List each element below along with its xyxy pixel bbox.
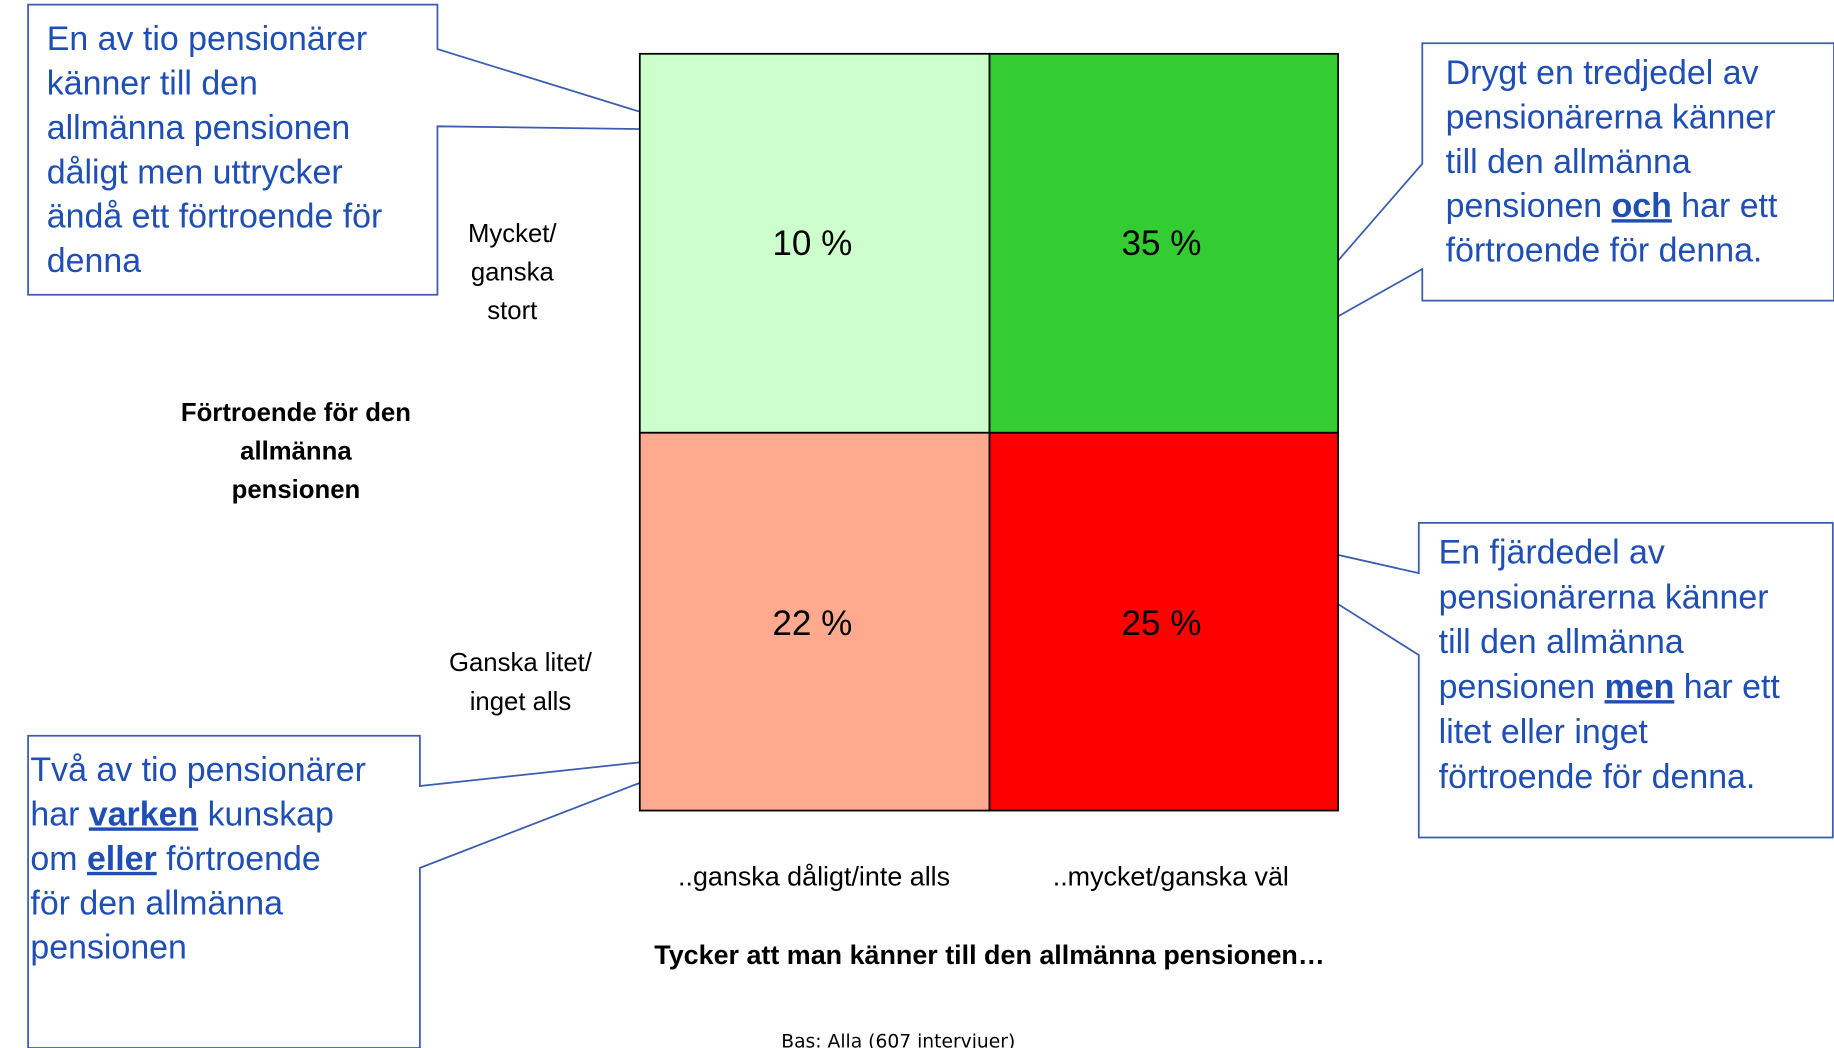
callout-text: om eller förtroende: [30, 840, 320, 878]
callout-segment: känner till den: [47, 64, 258, 102]
y-axis-title: allmänna: [240, 437, 352, 465]
value-label: 10 %: [772, 224, 852, 263]
value-label: 22 %: [772, 604, 852, 643]
row-label: Mycket/: [468, 220, 557, 248]
callout-text: pensionärerna känner: [1439, 578, 1769, 616]
callout-segment: men: [1605, 668, 1675, 706]
callout-text: pensionärerna känner: [1446, 98, 1776, 136]
callout-segment: pensionen: [1446, 187, 1612, 225]
callout-text: En av tio pensionärer: [47, 20, 367, 58]
callout-segment: har ett: [1674, 668, 1780, 706]
callout-text: dåligt men uttrycker: [47, 153, 343, 191]
column-label: ..ganska dåligt/inte alls: [678, 862, 950, 892]
callout-segment: dåligt men uttrycker: [47, 153, 343, 191]
callout-segment: till den allmänna: [1439, 623, 1684, 661]
callout-text: pensionen: [30, 929, 187, 967]
callout-box: [27, 734, 714, 1048]
row-label: inget alls: [470, 688, 572, 716]
callout-segment: En fjärdedel av: [1439, 533, 1665, 571]
callout-segment: har: [30, 795, 88, 833]
y-axis-title: Förtroende för den: [181, 399, 411, 427]
callout-segment: pensionärerna känner: [1446, 98, 1776, 136]
quadrant-cell: [638, 52, 991, 434]
row-label: Ganska litet/: [449, 649, 593, 677]
callout-text: En fjärdedel av: [1439, 533, 1665, 571]
callout-text: pensionen men har ett: [1439, 668, 1781, 706]
callout-segment: pensionen: [30, 929, 187, 967]
callout-text: Två av tio pensionärer: [30, 751, 365, 789]
quadrant-cell: [988, 431, 1339, 812]
callout-text: litet eller inget: [1439, 713, 1649, 751]
x-axis-title: Tycker att man känner till den allmänna …: [654, 940, 1324, 970]
callout-text: förtroende för denna.: [1446, 232, 1763, 270]
callout-text: till den allmänna: [1446, 143, 1691, 181]
callout-segment: allmänna pensionen: [47, 109, 351, 147]
callout-segment: pensionen: [1439, 668, 1605, 706]
callout-segment: om: [30, 840, 87, 878]
callout-text: denna: [47, 242, 141, 280]
callout-segment: Drygt en tredjedel av: [1446, 54, 1759, 92]
y-axis-title: pensionen: [232, 476, 361, 504]
callout-segment: denna: [47, 242, 141, 280]
callout-text: för den allmänna: [30, 884, 283, 922]
callout-segment: varken: [89, 795, 198, 833]
callout-segment: förtroende: [157, 840, 321, 878]
column-label: ..mycket/ganska väl: [1053, 862, 1289, 892]
callout-text: har varken kunskap: [30, 795, 334, 833]
quadrant-cell: [638, 431, 991, 812]
callout-segment: kunskap: [198, 795, 334, 833]
quadrant-cell: [988, 52, 1339, 434]
callout-text: förtroende för denna.: [1439, 758, 1756, 796]
callout-segment: litet eller inget: [1439, 713, 1649, 751]
callout-segment: har ett: [1672, 187, 1778, 225]
callout-text: till den allmänna: [1439, 623, 1684, 661]
callout-segment: ändå ett förtroende för: [47, 198, 383, 236]
note: Bas: Alla (607 intervjuer): [781, 1032, 1015, 1048]
callout-text: Drygt en tredjedel av: [1446, 54, 1759, 92]
callout-segment: för den allmänna: [30, 884, 283, 922]
callout-box: [1242, 42, 1834, 371]
value-label: 25 %: [1121, 604, 1201, 643]
callout-text: känner till den: [47, 64, 258, 102]
callout-box: [27, 3, 699, 296]
value-label: 35 %: [1121, 224, 1201, 263]
callout-segment: förtroende för denna.: [1439, 758, 1756, 796]
row-label: stort: [487, 297, 537, 325]
callout-segment: till den allmänna: [1446, 143, 1691, 181]
callout-box: [1215, 521, 1834, 839]
callout-text: allmänna pensionen: [47, 109, 351, 147]
callout-segment: och: [1612, 187, 1672, 225]
row-label: ganska: [471, 258, 555, 286]
callout-text: pensionen och har ett: [1446, 187, 1778, 225]
callout-segment: pensionärerna känner: [1439, 578, 1769, 616]
callout-text: ändå ett förtroende för: [47, 198, 383, 236]
callout-segment: eller: [87, 840, 157, 878]
callout-segment: förtroende för denna.: [1446, 232, 1763, 270]
callout-segment: En av tio pensionärer: [47, 20, 367, 58]
callout-segment: Två av tio pensionärer: [30, 751, 365, 789]
